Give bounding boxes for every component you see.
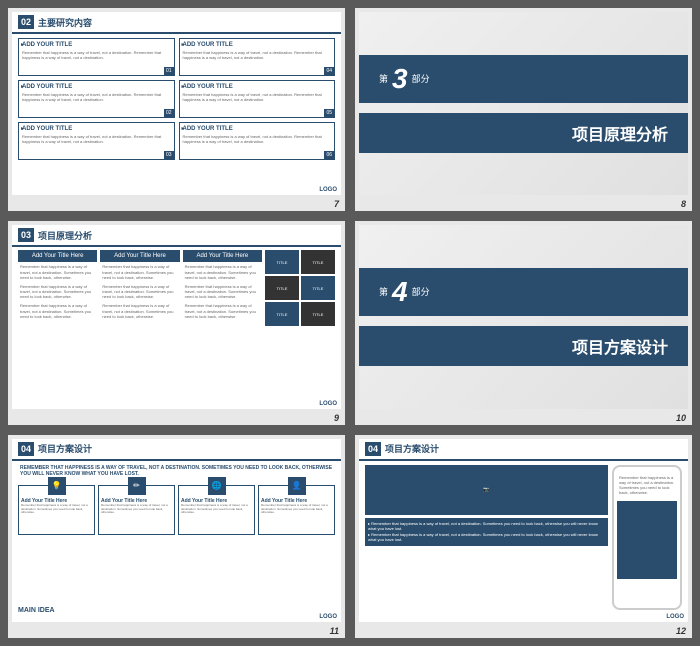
section-title: 主要研究内容: [38, 16, 92, 29]
tile-icon: TITLE: [265, 250, 299, 274]
arrow-icon: ▸: [21, 83, 24, 90]
pencil-icon: ✏: [128, 477, 146, 495]
page-number: 11: [330, 626, 339, 636]
phone-screen: [617, 501, 677, 579]
phone-mockup: Remember that happiness is a way of trav…: [612, 465, 682, 610]
tile-icon: TITLE: [301, 250, 335, 274]
slide-8: 第3部分 项目原理分析 8: [355, 8, 692, 211]
slide-10: 第4部分 项目方案设计 10: [355, 221, 692, 424]
slide-header: 02 主要研究内容: [12, 12, 341, 34]
arrow-icon: ▸: [182, 41, 185, 48]
page-number: 12: [676, 626, 686, 636]
column-header: Add Your Title Here: [100, 250, 179, 262]
slide-7: 02 主要研究内容 ▸ADD YOUR TITLERemember that h…: [8, 8, 345, 211]
section-number: 3: [392, 63, 408, 95]
icon-grid: TITLE TITLE TITLE TITLE TITLE TITLE: [265, 250, 335, 326]
arrow-icon: ▸: [21, 125, 24, 132]
page-number: 8: [681, 199, 686, 209]
tile-icon: TITLE: [265, 302, 299, 326]
logo-text: LOGO: [319, 401, 337, 407]
logo-text: LOGO: [319, 187, 337, 193]
box-badge: 01: [164, 67, 174, 75]
content-box: ▸ADD YOUR TITLERemember that happiness i…: [18, 38, 175, 76]
box-badge: 04: [324, 67, 334, 75]
page-number: 10: [676, 413, 686, 423]
page-number: 9: [334, 413, 339, 423]
bullet-list: ▸ Remember that happiness is a way of tr…: [365, 518, 608, 546]
column-header: Add Your Title Here: [183, 250, 262, 262]
arrow-icon: ▸: [21, 41, 24, 48]
arrow-icon: ▸: [182, 125, 185, 132]
section-number: 4: [392, 276, 408, 308]
feature-box: ✏Add Your Title HereRemember that happin…: [98, 485, 175, 535]
logo-text: LOGO: [666, 614, 684, 620]
slide-12: 04项目方案设计 📷 ▸ Remember that happiness is …: [355, 435, 692, 638]
page-number: 7: [334, 199, 339, 209]
slide-9: 03项目原理分析 Add Your Title HereRemember tha…: [8, 221, 345, 424]
lightbulb-icon: 💡: [48, 477, 66, 495]
image-placeholder: 📷: [365, 465, 608, 515]
column-header: Add Your Title Here: [18, 250, 97, 262]
box-badge: 03: [164, 151, 174, 159]
content-box: ▸ADD YOUR TITLERemember that happiness i…: [179, 38, 336, 76]
content-box: ▸ADD YOUR TITLERemember that happiness i…: [18, 122, 175, 160]
tile-icon: TITLE: [265, 276, 299, 300]
globe-icon: 🌐: [208, 477, 226, 495]
content-box: ▸ADD YOUR TITLERemember that happiness i…: [179, 122, 336, 160]
section-band: 第3部分: [359, 55, 688, 103]
logo-text: LOGO: [319, 614, 337, 620]
user-icon: 👤: [288, 477, 306, 495]
tile-icon: TITLE: [301, 276, 335, 300]
box-badge: 02: [164, 109, 174, 117]
section-title: 项目原理分析: [572, 127, 668, 144]
content-box: ▸ADD YOUR TITLERemember that happiness i…: [179, 80, 336, 118]
box-badge: 06: [324, 151, 334, 159]
section-num: 02: [18, 15, 34, 29]
feature-box: 🌐Add Your Title HereRemember that happin…: [178, 485, 255, 535]
content-box: ▸ADD YOUR TITLERemember that happiness i…: [18, 80, 175, 118]
main-idea-label: MAIN IDEA: [18, 607, 55, 614]
box-badge: 05: [324, 109, 334, 117]
feature-box: 👤Add Your Title HereRemember that happin…: [258, 485, 335, 535]
section-title: 项目方案设计: [572, 340, 668, 357]
slide-11: 04项目方案设计 REMEMBER THAT HAPPINESS IS A WA…: [8, 435, 345, 638]
feature-box: 💡Add Your Title HereRemember that happin…: [18, 485, 95, 535]
arrow-icon: ▸: [182, 83, 185, 90]
tile-icon: TITLE: [301, 302, 335, 326]
